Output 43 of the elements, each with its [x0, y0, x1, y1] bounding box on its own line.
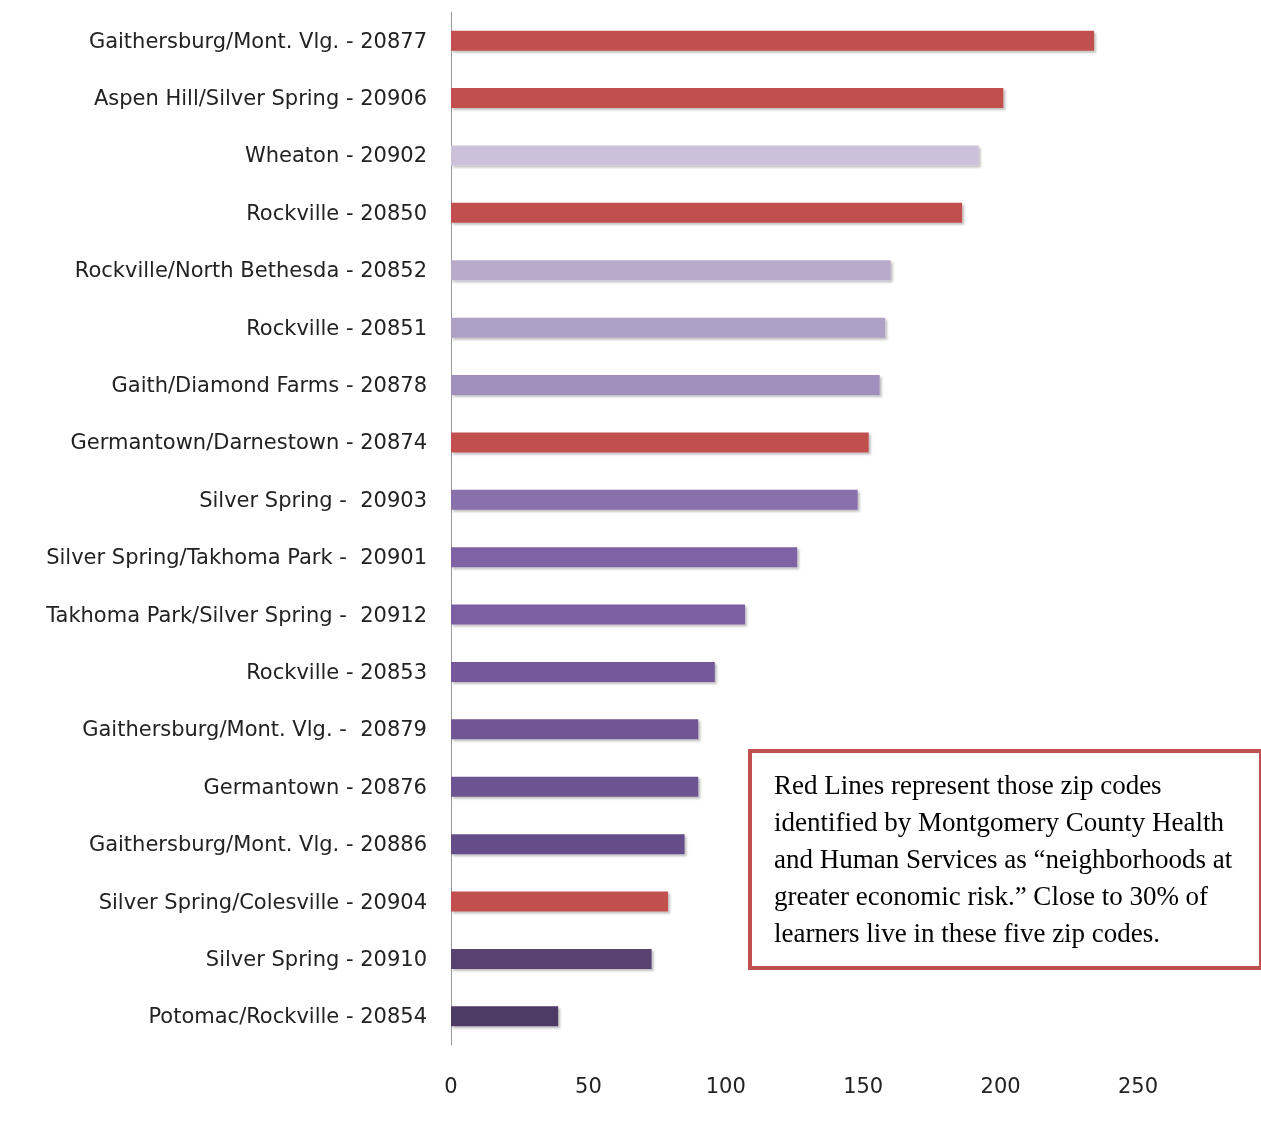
x-tick-label: 250 — [1117, 1073, 1159, 1098]
y-tick-label: Germantown - 20876 — [203, 774, 427, 799]
x-tick-label: 100 — [705, 1073, 746, 1098]
y-tick-label: Silver Spring - 20903 — [199, 487, 427, 512]
y-tick-label: Gaithersburg/Mont. Vlg. - 20886 — [88, 832, 427, 857]
y-tick-label: Silver Spring - 20910 — [205, 946, 427, 971]
bar — [451, 30, 1095, 51]
y-tick-label: Germantown/Darnestown - 20874 — [70, 430, 427, 455]
bar — [451, 604, 746, 625]
bar — [451, 202, 963, 223]
x-tick-label: 200 — [980, 1073, 1021, 1098]
x-tick-label: 150 — [843, 1073, 884, 1098]
bar — [451, 547, 798, 568]
bar — [451, 432, 869, 453]
bar — [451, 948, 652, 969]
y-tick-label: Rockville - 20853 — [246, 659, 427, 684]
bar — [451, 834, 685, 855]
annotation: Red Lines represent those zip codes identified by Montgomery County Health and Human Services as “neighborhoods at greater economic risk.” Close to 30% of learners live in these five zip codes. — [774, 769, 1234, 950]
y-tick-label: Rockville/North Bethesda - 20852 — [74, 258, 427, 283]
x-tick-label: 0 — [444, 1073, 458, 1098]
bar — [451, 317, 886, 338]
y-tick-label: Rockville - 20851 — [246, 315, 427, 340]
bar — [451, 260, 891, 281]
y-tick-label: Potomac/Rockville - 20854 — [148, 1004, 427, 1029]
bar — [451, 776, 699, 797]
bar — [451, 145, 979, 166]
y-tick-label: Wheaton - 20902 — [245, 143, 427, 168]
y-tick-label: Aspen Hill/Silver Spring - 20906 — [93, 86, 427, 111]
bar — [451, 1006, 559, 1027]
y-tick-label: Silver Spring/Takhoma Park - 20901 — [46, 545, 427, 570]
y-tick-label: Silver Spring/Colesville - 20904 — [98, 889, 427, 914]
y-tick-label: Gaith/Diamond Farms - 20878 — [111, 373, 427, 398]
bar — [451, 661, 715, 682]
y-tick-label: Gaithersburg/Mont. Vlg. - 20877 — [88, 28, 427, 53]
y-tick-label: Rockville - 20850 — [246, 200, 427, 225]
y-tick-label: Takhoma Park/Silver Spring - 20912 — [45, 602, 427, 627]
y-tick-label: Gaithersburg/Mont. Vlg. - 20879 — [82, 717, 427, 742]
x-tick-label: 50 — [575, 1073, 602, 1098]
bar — [451, 719, 699, 740]
bar — [451, 375, 880, 396]
bar — [451, 489, 858, 510]
bar — [451, 88, 1004, 109]
bar — [451, 891, 669, 912]
